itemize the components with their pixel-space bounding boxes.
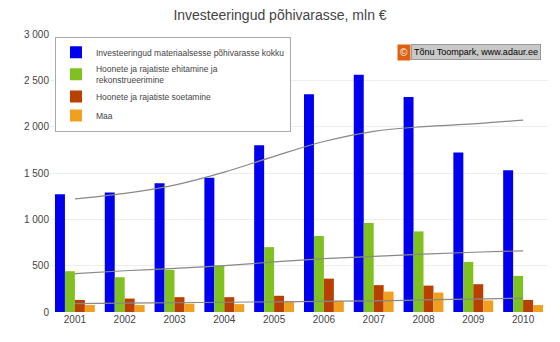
svg-text:2010: 2010 [512,314,535,325]
svg-text:Investeeringud materiaalsesse: Investeeringud materiaalsesse põhivarass… [96,48,284,58]
svg-text:Tõnu Toompark, www.adaur.ee: Tõnu Toompark, www.adaur.ee [414,47,538,57]
svg-text:Hoonete ja rajatiste ehitamine: Hoonete ja rajatiste ehitamine jarekonst… [96,64,218,85]
svg-text:2003: 2003 [163,314,186,325]
svg-text:500: 500 [32,260,49,271]
svg-text:2009: 2009 [462,314,485,325]
svg-text:2005: 2005 [263,314,286,325]
svg-text:2008: 2008 [412,314,435,325]
svg-text:Investeeringud põhivarasse, ml: Investeeringud põhivarasse, mln € [173,7,386,23]
svg-text:Maa: Maa [96,111,113,121]
svg-text:2 500: 2 500 [24,75,49,86]
svg-text:2001: 2001 [64,314,87,325]
svg-text:2007: 2007 [363,314,386,325]
svg-text:1 000: 1 000 [24,214,49,225]
svg-text:2004: 2004 [213,314,236,325]
svg-text:0: 0 [43,307,49,318]
svg-text:2 000: 2 000 [24,121,49,132]
svg-text:1 500: 1 500 [24,168,49,179]
svg-text:2002: 2002 [114,314,137,325]
svg-text:©: © [400,47,408,58]
svg-text:3 000: 3 000 [24,29,49,40]
svg-text:Hoonete ja rajatiste soetamine: Hoonete ja rajatiste soetamine [96,92,211,102]
svg-text:2006: 2006 [313,314,336,325]
